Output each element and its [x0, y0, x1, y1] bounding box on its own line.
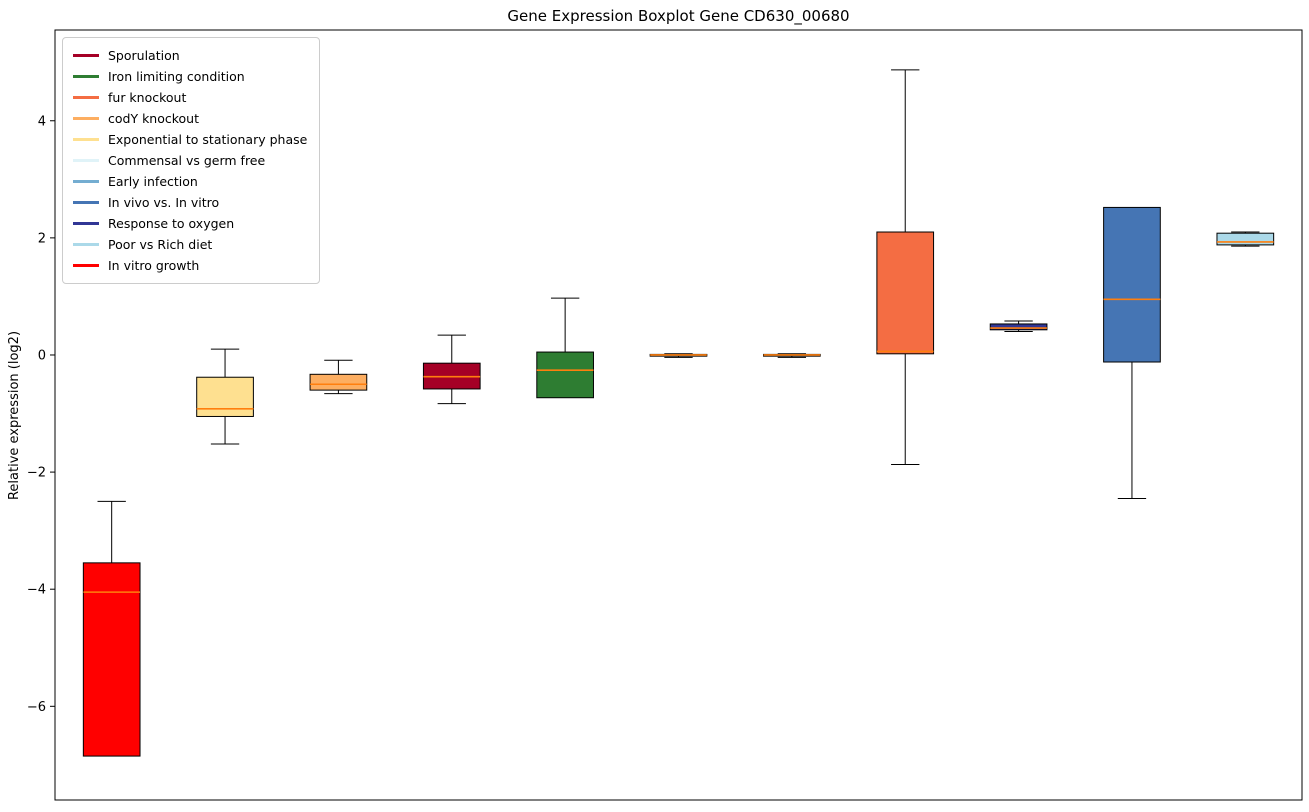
- legend-item-label: Sporulation: [108, 48, 180, 63]
- legend-item: Poor vs Rich diet: [73, 234, 307, 255]
- legend-swatch: [73, 180, 99, 183]
- legend-item-label: Exponential to stationary phase: [108, 132, 308, 147]
- legend-item-label: Early infection: [108, 174, 198, 189]
- box: [989, 323, 1048, 331]
- legend: Sporulation Iron limiting condition fur kn…: [62, 37, 321, 284]
- y-tick-label: 2: [38, 231, 46, 246]
- legend-item-label: Poor vs Rich diet: [108, 237, 213, 252]
- legend-item: Iron limiting condition: [73, 66, 307, 87]
- legend-swatch: [73, 117, 99, 120]
- legend-item-label: Commensal vs germ free: [108, 153, 266, 168]
- legend-item: Response to oxygen: [73, 213, 307, 234]
- box: [82, 562, 141, 757]
- box: [876, 231, 935, 355]
- legend-swatch: [73, 243, 99, 246]
- y-tick-label: 4: [38, 114, 46, 129]
- legend-swatch: [73, 138, 99, 141]
- legend-item-label: codY knockout: [108, 111, 200, 126]
- legend-item-label: In vitro growth: [108, 258, 200, 273]
- y-tick-label: −2: [27, 466, 46, 481]
- legend-item: Exponential to stationary phase: [73, 129, 307, 150]
- legend-swatch: [73, 222, 99, 225]
- y-tick-label: 0: [38, 348, 46, 363]
- legend-item: codY knockout: [73, 108, 307, 129]
- legend-swatch: [73, 54, 99, 57]
- legend-item-label: Iron limiting condition: [108, 69, 245, 84]
- legend-swatch: [73, 96, 99, 99]
- box: [309, 373, 368, 391]
- box: [196, 376, 254, 417]
- legend-swatch: [73, 201, 99, 204]
- y-tick-label: −4: [27, 583, 46, 598]
- y-tick-label: −6: [27, 700, 46, 715]
- box: [1103, 206, 1161, 363]
- legend-swatch: [73, 159, 99, 162]
- legend-item: Sporulation: [73, 45, 307, 66]
- box: [536, 351, 594, 399]
- legend-swatch: [73, 75, 99, 78]
- legend-item: Early infection: [73, 171, 307, 192]
- legend-item: Commensal vs germ free: [73, 150, 307, 171]
- legend-item-label: In vivo vs. In vitro: [108, 195, 220, 210]
- chart-title: Gene Expression Boxplot Gene CD630_00680: [507, 7, 850, 25]
- legend-swatch: [73, 264, 99, 267]
- legend-item: In vitro growth: [73, 255, 307, 276]
- legend-item-label: Response to oxygen: [108, 216, 235, 231]
- legend-item: In vivo vs. In vitro: [73, 192, 307, 213]
- legend-item-label: fur knockout: [108, 90, 187, 105]
- box: [1216, 232, 1275, 246]
- legend-item: fur knockout: [73, 87, 307, 108]
